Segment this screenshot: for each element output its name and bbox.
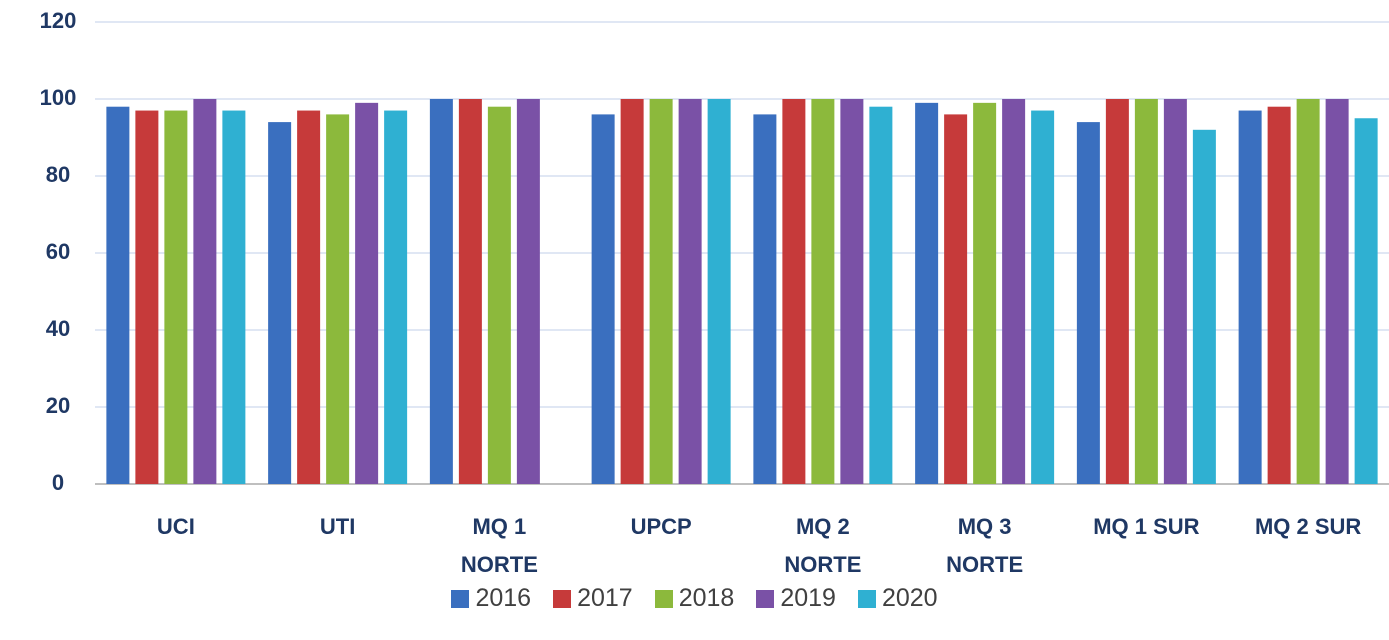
bar — [1354, 118, 1378, 484]
bar — [1134, 99, 1158, 484]
legend-item: 2019 — [756, 584, 836, 613]
y-tick-label: 0 — [52, 470, 64, 495]
bar — [811, 99, 835, 484]
y-tick-label: 20 — [46, 393, 70, 418]
x-tick-label: MQ 1 NORTE — [460, 514, 538, 577]
x-tick-label: UPCP — [630, 514, 692, 539]
bar — [222, 110, 246, 485]
legend-swatch — [857, 589, 876, 608]
bar — [355, 102, 379, 484]
bar — [135, 110, 159, 485]
y-tick-label: 100 — [40, 85, 77, 110]
y-tick-label: 60 — [46, 239, 70, 264]
legend-label: 2016 — [475, 584, 532, 612]
x-tick-label: UCI — [156, 514, 195, 539]
bar — [707, 99, 731, 484]
bar — [678, 99, 702, 484]
bar — [268, 122, 292, 484]
legend-item: 2018 — [654, 584, 735, 613]
legend-label: 2017 — [577, 584, 633, 612]
legend: 2016 2017 2018 2019 2020 — [0, 584, 1389, 613]
bar — [1296, 99, 1320, 484]
legend-item: 2020 — [857, 584, 938, 613]
bar — [1031, 110, 1055, 485]
legend-label: 2018 — [678, 584, 735, 612]
y-tick-label: 40 — [46, 316, 70, 341]
bar — [164, 110, 188, 485]
legend-item: 2017 — [553, 584, 633, 613]
legend-swatch — [756, 589, 775, 608]
x-tick-label: MQ 2 NORTE — [784, 514, 862, 577]
y-tick-label: 120 — [40, 8, 77, 33]
legend-swatch — [451, 589, 470, 608]
legend-swatch — [654, 589, 673, 608]
bar — [516, 99, 540, 484]
bar — [429, 99, 453, 484]
bar — [1163, 99, 1187, 484]
bar — [1076, 122, 1100, 484]
x-tick-label: MQ 2 SUR — [1254, 514, 1362, 539]
bar — [1002, 99, 1026, 484]
bar — [649, 99, 673, 484]
bar — [915, 102, 939, 484]
bar — [840, 99, 864, 484]
y-tick-label: 80 — [46, 162, 70, 187]
bar — [1267, 106, 1291, 484]
x-tick-label: MQ 1 SUR — [1093, 514, 1200, 539]
bar — [1105, 99, 1129, 484]
bar — [1238, 110, 1262, 485]
legend-item: 2016 — [451, 584, 531, 613]
bar — [326, 114, 350, 485]
bar — [591, 114, 615, 485]
bar — [1325, 99, 1349, 484]
x-tick-label: MQ 3 NORTE — [946, 514, 1024, 577]
bar — [487, 106, 511, 484]
bar — [458, 99, 482, 484]
legend-label: 2020 — [881, 584, 938, 612]
bar — [973, 102, 997, 484]
legend-swatch — [553, 589, 572, 608]
bar — [753, 114, 777, 485]
bar — [384, 110, 408, 485]
bar — [297, 110, 321, 485]
bar — [944, 114, 968, 485]
bar — [106, 106, 130, 484]
bar — [869, 106, 893, 484]
bar — [193, 99, 217, 484]
x-tick-label: UTI — [319, 514, 356, 539]
bar — [782, 99, 806, 484]
bar — [1192, 129, 1216, 485]
legend-label: 2019 — [780, 584, 836, 612]
bar — [620, 99, 644, 484]
